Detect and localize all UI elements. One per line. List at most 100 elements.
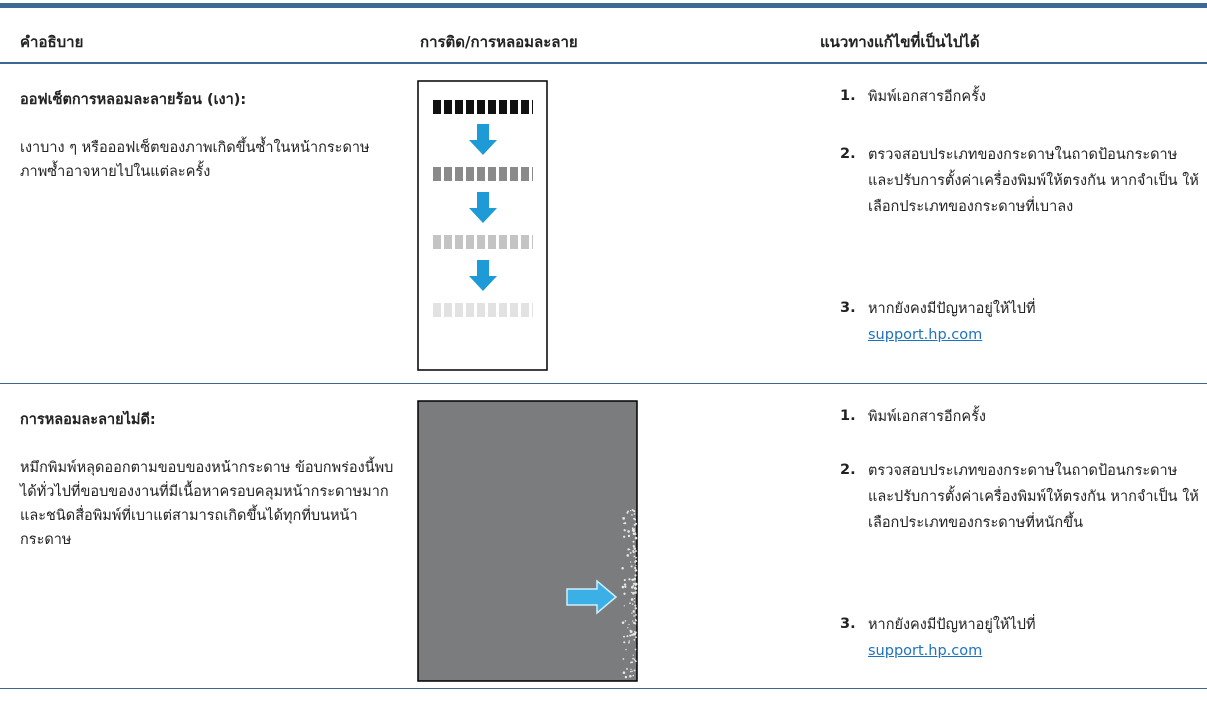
speck: [632, 674, 635, 677]
speck: [621, 621, 625, 624]
speck: [624, 620, 627, 622]
speck: [629, 675, 631, 678]
speck: [634, 533, 637, 536]
speck: [632, 654, 634, 656]
speck: [634, 569, 638, 572]
speck: [631, 633, 634, 636]
speck: [634, 607, 637, 610]
column-header: แนวทางแก้ไขที่เป็นไปได้: [820, 33, 980, 51]
step-number: 1.: [840, 408, 856, 424]
speck: [628, 548, 631, 551]
speck: [623, 605, 625, 607]
speck: [623, 579, 626, 582]
speck: [630, 598, 634, 601]
step-number: 3.: [840, 300, 856, 316]
speck: [635, 532, 637, 534]
speck: [634, 536, 638, 540]
step-text: พิมพ์เอกสารอีกครั้ง: [868, 409, 986, 425]
speck: [623, 522, 625, 525]
speck: [622, 671, 626, 674]
speck: [632, 592, 635, 595]
speck: [631, 670, 633, 672]
speck: [633, 611, 635, 614]
speck: [624, 586, 627, 589]
step-text: หากยังคงมีปัญหาอยู่ให้ไปที่: [868, 617, 1036, 633]
speck: [631, 620, 634, 622]
speck: [627, 627, 629, 629]
speck: [623, 592, 626, 595]
speck: [634, 660, 637, 663]
defect-illustration: [417, 400, 638, 682]
speck: [627, 534, 631, 538]
speck: [633, 601, 636, 603]
speck: [621, 567, 624, 570]
speck: [630, 668, 632, 671]
speck: [633, 578, 636, 581]
row-description: เงาบาง ๆ หรือออฟเซ็ตของภาพเกิดขึ้นซ้ำในห…: [20, 140, 370, 180]
speck: [631, 578, 634, 581]
speck: [634, 591, 637, 594]
step-text: ตรวจสอบประเภทของกระดาษในถาดป้อนกระดาษและ…: [868, 147, 1199, 215]
speck: [630, 585, 634, 589]
speck: [631, 527, 634, 530]
speck: [626, 635, 629, 638]
row-title: ออฟเซ็ตการหลอมละลายร้อน (เงา):: [20, 92, 247, 108]
speck: [630, 565, 633, 568]
header-rule: [0, 62, 1207, 64]
speck: [626, 554, 630, 557]
step-text: หากยังคงมีปัญหาอยู่ให้ไปที่: [868, 301, 1036, 317]
speck: [632, 551, 635, 554]
support-link[interactable]: support.hp.com: [868, 643, 983, 659]
speck: [634, 582, 638, 586]
speck: [633, 598, 636, 600]
speck: [634, 560, 637, 563]
step-text: ตรวจสอบประเภทของกระดาษในถาดป้อนกระดาษและ…: [868, 463, 1199, 531]
speck: [623, 635, 625, 638]
speck: [632, 610, 635, 613]
speck: [627, 530, 630, 533]
speck: [633, 547, 637, 550]
speck: [632, 582, 636, 585]
column-header: การติด/การหลอมละลาย: [420, 33, 578, 51]
speck: [633, 524, 635, 526]
step-text: หากยังคงมีปัญหาอยู่ให้ไปที่ support.hp.co…: [868, 612, 1203, 664]
step-number: 1.: [840, 88, 856, 104]
speck: [633, 555, 636, 558]
speck: [628, 623, 630, 626]
step-number: 2.: [840, 462, 856, 478]
speck: [626, 667, 628, 670]
speck: [629, 602, 631, 605]
speck: [635, 564, 637, 567]
speck: [633, 638, 636, 641]
row-rule: [0, 383, 1207, 384]
row-description: หมึกพิมพ์หลุดออกตามขอบของหน้ากระดาษ ข้อบ…: [20, 460, 394, 548]
speck: [625, 648, 627, 651]
defect-illustration: [417, 80, 548, 371]
speck: [628, 641, 630, 644]
speck: [621, 585, 625, 589]
speck: [629, 670, 632, 673]
speck: [628, 640, 631, 642]
speck: [628, 578, 631, 581]
speck: [629, 630, 633, 633]
speck: [629, 551, 632, 554]
speck: [630, 561, 632, 563]
top-rule: [0, 3, 1207, 8]
step-text: หากยังคงมีปัญหาอยู่ให้ไปที่ support.hp.co…: [868, 296, 1203, 348]
speck: [623, 583, 627, 586]
speck: [634, 574, 637, 577]
speck: [627, 548, 630, 550]
speck: [634, 631, 637, 634]
row-title: การหลอมละลายไม่ดี:: [20, 412, 156, 428]
speck: [630, 591, 633, 594]
support-link[interactable]: support.hp.com: [868, 327, 983, 343]
step-number: 2.: [840, 146, 856, 162]
speck: [632, 540, 635, 543]
speck: [634, 566, 637, 570]
column-header: คำอธิบาย: [20, 33, 84, 51]
speck: [633, 669, 636, 672]
speck: [633, 586, 637, 590]
speck: [631, 612, 633, 614]
